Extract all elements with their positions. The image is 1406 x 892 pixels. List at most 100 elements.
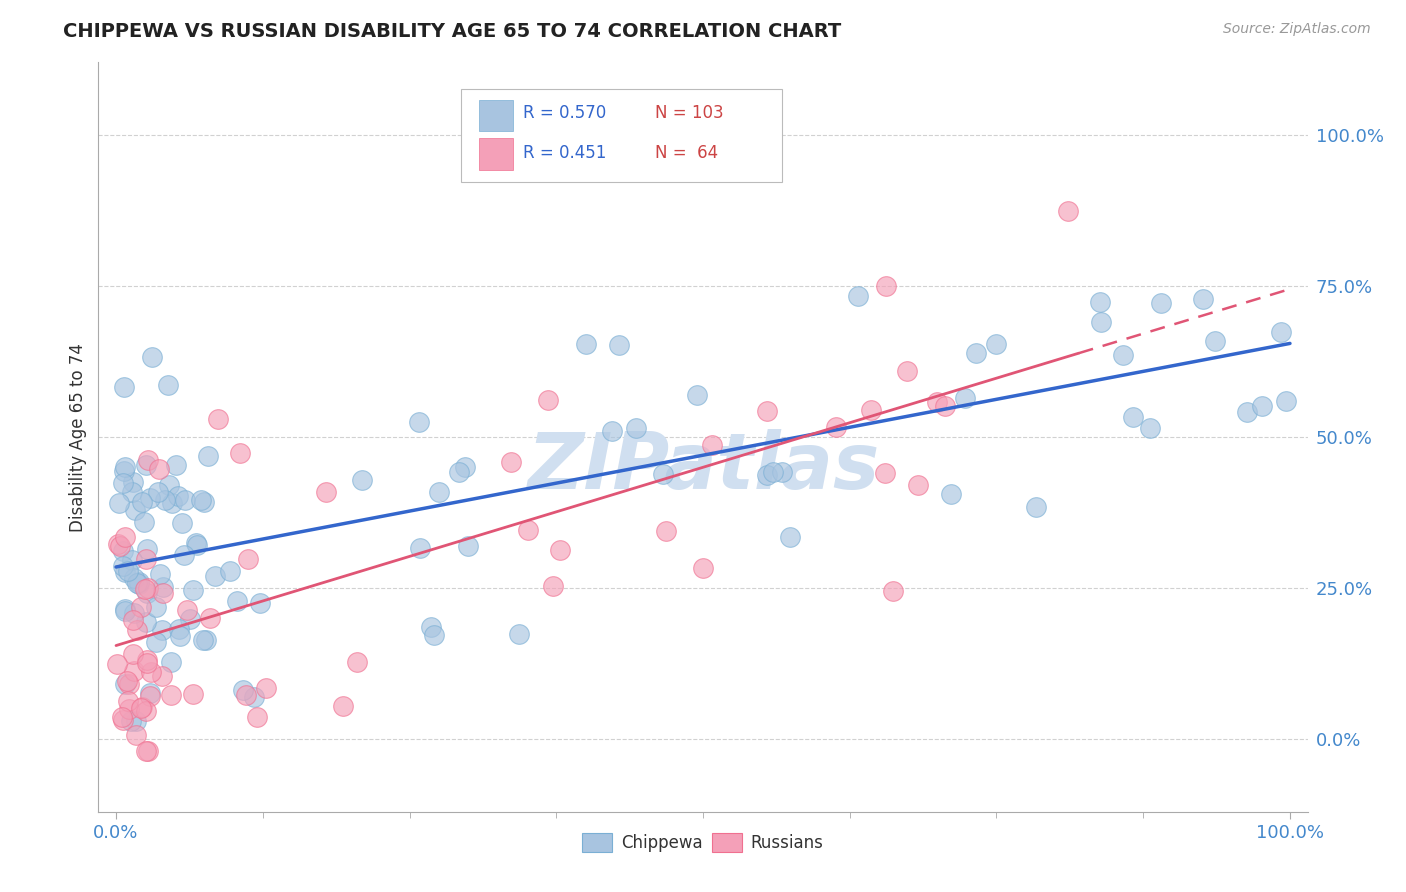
Point: [128, 576, 150, 591]
Point: [195, 632, 218, 647]
Point: [692, 561, 714, 575]
Point: [200, 611, 222, 625]
Point: [174, 492, 197, 507]
Point: [114, 604, 136, 618]
Point: [207, 411, 229, 425]
Text: Source: ZipAtlas.com: Source: ZipAtlas.com: [1223, 22, 1371, 37]
Point: [408, 415, 430, 429]
Point: [150, 669, 173, 683]
Point: [246, 710, 269, 724]
Point: [1274, 393, 1296, 408]
Point: [132, 515, 155, 529]
Point: [541, 579, 564, 593]
Point: [131, 699, 153, 714]
Point: [1192, 293, 1215, 307]
Point: [419, 620, 441, 634]
Point: [457, 539, 479, 553]
Point: [170, 516, 193, 531]
Point: [107, 536, 129, 550]
Point: [700, 438, 723, 452]
Point: [346, 655, 368, 669]
Point: [423, 628, 446, 642]
Text: ZIPatlas: ZIPatlas: [527, 429, 879, 505]
Point: [112, 380, 135, 394]
Point: [873, 466, 896, 480]
Point: [148, 462, 170, 476]
Point: [122, 571, 145, 585]
Point: [153, 492, 176, 507]
Point: [925, 394, 948, 409]
Point: [454, 460, 477, 475]
Point: [548, 542, 571, 557]
Point: [122, 665, 145, 679]
Point: [118, 677, 141, 691]
Point: [193, 495, 215, 509]
Point: [135, 541, 157, 556]
Point: [117, 694, 139, 708]
Point: [953, 391, 976, 405]
Point: [190, 493, 212, 508]
Point: [508, 627, 530, 641]
Point: [121, 613, 143, 627]
Point: [186, 538, 208, 552]
Point: [176, 602, 198, 616]
Point: [1204, 334, 1226, 348]
Point: [135, 586, 157, 600]
Point: [1250, 399, 1272, 413]
Point: [120, 714, 142, 728]
Point: [135, 551, 157, 566]
Point: [191, 632, 214, 647]
Point: [124, 503, 146, 517]
Point: [846, 289, 869, 303]
Text: CHIPPEWA VS RUSSIAN DISABILITY AGE 65 TO 74 CORRELATION CHART: CHIPPEWA VS RUSSIAN DISABILITY AGE 65 TO…: [63, 22, 842, 41]
Point: [115, 673, 138, 688]
Point: [169, 629, 191, 643]
Point: [965, 346, 987, 360]
Point: [136, 744, 159, 758]
Point: [770, 465, 793, 479]
Point: [112, 713, 135, 727]
Point: [607, 337, 630, 351]
Point: [624, 421, 647, 435]
Point: [686, 388, 709, 402]
Point: [145, 600, 167, 615]
Point: [755, 468, 778, 483]
Point: [575, 337, 598, 351]
Point: [141, 350, 163, 364]
Point: [1088, 295, 1111, 310]
Point: [756, 404, 779, 418]
Point: [934, 399, 956, 413]
Point: [114, 677, 136, 691]
Point: [128, 574, 150, 589]
Text: R = 0.451: R = 0.451: [523, 144, 606, 161]
Point: [939, 487, 962, 501]
Point: [125, 623, 148, 637]
Point: [156, 378, 179, 392]
Point: [114, 460, 136, 475]
FancyBboxPatch shape: [461, 88, 782, 182]
Point: [112, 558, 135, 573]
Point: [139, 690, 162, 704]
Point: [197, 449, 219, 463]
Point: [332, 698, 354, 713]
Point: [112, 475, 135, 490]
Point: [129, 600, 152, 615]
Point: [181, 582, 204, 597]
Point: [186, 536, 208, 550]
Text: N =  64: N = 64: [655, 144, 717, 161]
Point: [139, 491, 162, 505]
Point: [875, 279, 897, 293]
Point: [149, 567, 172, 582]
Point: [350, 474, 373, 488]
Point: [114, 565, 136, 579]
Point: [1122, 410, 1144, 425]
Point: [315, 485, 337, 500]
Text: N = 103: N = 103: [655, 104, 723, 122]
Text: R = 0.570: R = 0.570: [523, 104, 606, 122]
Point: [139, 686, 162, 700]
Point: [229, 446, 252, 460]
Point: [254, 681, 277, 695]
Point: [122, 475, 145, 489]
Point: [136, 581, 159, 595]
Point: [135, 657, 157, 671]
